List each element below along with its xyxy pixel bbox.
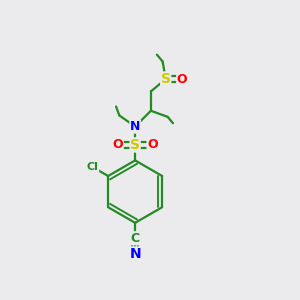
Text: C: C <box>130 232 140 245</box>
Text: O: O <box>147 138 158 152</box>
Text: Cl: Cl <box>87 162 99 172</box>
Text: N: N <box>129 247 141 261</box>
Text: N: N <box>130 120 140 133</box>
Text: S: S <box>161 72 171 86</box>
Text: O: O <box>177 73 188 85</box>
Text: S: S <box>130 138 140 152</box>
Text: O: O <box>112 138 123 152</box>
